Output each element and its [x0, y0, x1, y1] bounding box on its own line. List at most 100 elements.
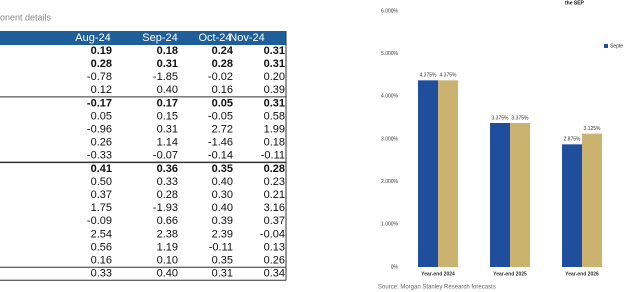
chart-source: Source: Morgan Stanley Research forecast…	[378, 285, 496, 291]
x-tick-label: Year-end 2024	[421, 271, 455, 277]
table-cell: 0.31	[264, 45, 285, 57]
table-cell: 0.31	[157, 58, 178, 70]
table-cell: -0.14	[208, 150, 233, 162]
table-cell: 0.31	[264, 97, 285, 109]
table-cell: 0.56	[91, 241, 112, 253]
table-cell: 0.37	[264, 215, 285, 227]
column-header: Sep-24	[142, 32, 177, 44]
column-header: Aug-24	[75, 32, 110, 44]
table-cell: 0.18	[264, 137, 285, 149]
table-cell: 0.12	[91, 84, 112, 96]
table-cell: 0.16	[212, 84, 233, 96]
table-cell: 0.34	[264, 268, 285, 280]
y-tick-label: 2.000%	[381, 179, 399, 185]
table-cell: 0.28	[157, 189, 178, 201]
table-cell: 0.39	[212, 215, 233, 227]
table-cell: 0.17	[157, 97, 178, 109]
table-cell: 2.54	[91, 228, 112, 240]
bar	[438, 80, 458, 267]
column-header: Nov-24	[229, 32, 264, 44]
table-cell: 0.33	[157, 176, 178, 188]
table-cell: 1.14	[157, 137, 178, 149]
table-cell: 0.28	[91, 58, 112, 70]
table-header-bg	[0, 31, 286, 45]
table-cell: 0.33	[91, 268, 112, 280]
table-cell: 0.26	[91, 137, 112, 149]
table-cell: -0.96	[87, 124, 112, 136]
value-label: 3.375%	[512, 115, 530, 121]
table-title: onent details	[0, 12, 52, 22]
table-cell: 0.40	[157, 268, 178, 280]
table-cell: -1.46	[208, 137, 233, 149]
table-cell: -0.78	[87, 71, 112, 83]
table-cell: 0.31	[157, 124, 178, 136]
table-cell: -0.09	[87, 215, 112, 227]
value-label: 2.875%	[564, 137, 582, 143]
table-cell: 0.36	[157, 163, 178, 175]
table-cell: 1.75	[91, 202, 112, 214]
table-cell: -0.05	[208, 110, 233, 122]
legend-label: Septe	[610, 43, 623, 49]
column-header: Oct-24	[198, 32, 231, 44]
table-cell: 3.16	[264, 202, 285, 214]
table-cell: 0.66	[157, 215, 178, 227]
legend-swatch	[604, 44, 608, 48]
x-tick-label: Year-end 2026	[565, 271, 599, 277]
table-cell: 0.15	[157, 110, 178, 122]
table-cell: 0.23	[264, 176, 285, 188]
y-tick-label: 3.000%	[381, 136, 399, 142]
table-cell: 0.24	[212, 45, 234, 57]
table-cell: -0.07	[153, 150, 178, 162]
table-cell: -0.33	[87, 150, 112, 162]
table-cell: 0.28	[212, 58, 233, 70]
bar	[582, 133, 602, 267]
table-cell: 0.19	[91, 45, 112, 57]
table-cell: 0.40	[157, 84, 178, 96]
table-cell: 0.26	[264, 255, 285, 267]
bar	[418, 80, 438, 267]
table-cell: -1.93	[153, 202, 178, 214]
table-cell: 0.20	[264, 71, 285, 83]
table-cell: -0.04	[260, 228, 285, 240]
table-cell: 0.13	[264, 241, 285, 253]
table-cell: 0.35	[212, 255, 233, 267]
table-cell: 0.18	[157, 45, 178, 57]
chart-title: the SEP	[565, 0, 585, 6]
y-tick-label: 1.000%	[381, 222, 399, 228]
table-cell: -0.11	[209, 241, 233, 253]
bar	[510, 123, 530, 267]
table-cell: 0.40	[212, 176, 233, 188]
x-tick-label: Year-end 2025	[493, 271, 527, 277]
table-cell: 0.40	[212, 202, 233, 214]
bar	[562, 144, 582, 267]
table-cell: 0.05	[212, 97, 233, 109]
table-cell: 0.31	[264, 58, 285, 70]
table-cell: 2.39	[212, 228, 233, 240]
value-label: 4.375%	[420, 73, 438, 79]
table-cell: 0.58	[264, 110, 285, 122]
y-tick-label: 4.000%	[381, 94, 399, 100]
y-tick-label: 6.000%	[381, 8, 399, 14]
bar	[490, 123, 510, 267]
table-cell: 0.21	[264, 189, 285, 201]
value-label: 4.375%	[440, 73, 458, 79]
table-cell: 0.41	[91, 163, 112, 175]
table-cell: 0.50	[91, 176, 112, 188]
table-cell: 0.28	[264, 163, 285, 175]
table-cell: 2.38	[157, 228, 178, 240]
table-cell: -0.11	[261, 150, 285, 162]
table-cell: 0.31	[212, 268, 233, 280]
table-cell: -0.17	[87, 97, 112, 109]
value-label: 3.125%	[584, 126, 602, 132]
table-cell: 1.99	[264, 124, 285, 136]
table-cell: 1.19	[157, 241, 178, 253]
table-cell: 0.16	[91, 255, 112, 267]
table-cell: 0.30	[212, 189, 233, 201]
table-cell: 2.72	[212, 124, 233, 136]
y-tick-label: 5.000%	[381, 51, 399, 57]
table-cell: 0.35	[212, 163, 233, 175]
y-tick-label: 0%	[391, 264, 399, 270]
table-cell: 0.10	[157, 255, 178, 267]
table-cell: 0.05	[91, 110, 112, 122]
